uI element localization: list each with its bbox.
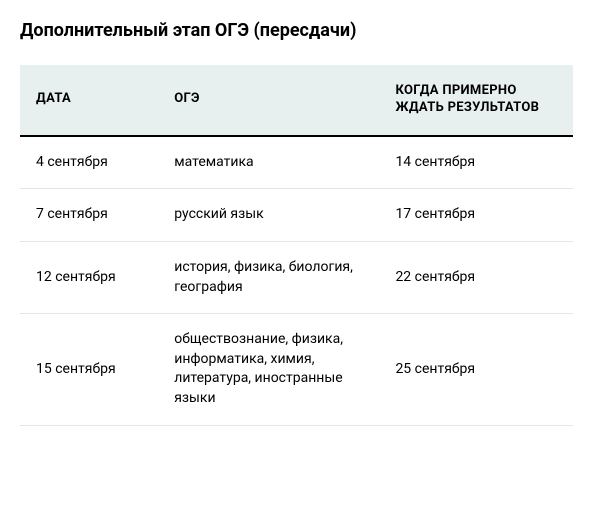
cell-results: 14 сентября: [379, 136, 573, 189]
table-row: 7 сентября русский язык 17 сентября: [20, 189, 573, 242]
cell-date: 4 сентября: [20, 136, 158, 189]
cell-date: 7 сентября: [20, 189, 158, 242]
cell-results: 17 сентября: [379, 189, 573, 242]
cell-subject: русский язык: [158, 189, 379, 242]
cell-subject: математика: [158, 136, 379, 189]
cell-date: 15 сентября: [20, 314, 158, 425]
cell-date: 12 сентября: [20, 241, 158, 313]
table-row: 4 сентября математика 14 сентября: [20, 136, 573, 189]
schedule-table: ДАТА ОГЭ КОГДА ПРИМЕРНО ЖДАТЬ РЕЗУЛЬТАТО…: [20, 65, 573, 426]
table-row: 15 сентября обществознание, физика, инфо…: [20, 314, 573, 425]
col-header-date: ДАТА: [20, 65, 158, 136]
col-header-subject: ОГЭ: [158, 65, 379, 136]
cell-results: 25 сентября: [379, 314, 573, 425]
col-header-results: КОГДА ПРИМЕРНО ЖДАТЬ РЕЗУЛЬТАТОВ: [379, 65, 573, 136]
table-header-row: ДАТА ОГЭ КОГДА ПРИМЕРНО ЖДАТЬ РЕЗУЛЬТАТО…: [20, 65, 573, 136]
table-row: 12 сентября история, физика, биология, г…: [20, 241, 573, 313]
cell-results: 22 сентября: [379, 241, 573, 313]
section-heading: Дополнительный этап ОГЭ (пересдачи): [20, 20, 573, 41]
cell-subject: история, физика, биология, география: [158, 241, 379, 313]
cell-subject: обществознание, физика, информатика, хим…: [158, 314, 379, 425]
